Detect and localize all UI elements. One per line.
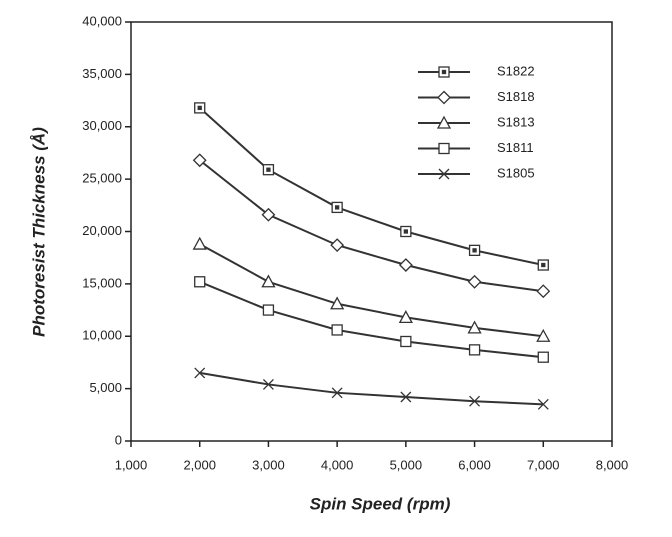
y-tick-label: 35,000	[82, 66, 122, 81]
legend-marker	[438, 66, 450, 78]
legend-label: S1818	[497, 89, 535, 104]
legend-marker	[436, 115, 452, 129]
series-line	[199, 107, 544, 266]
marker	[537, 259, 549, 271]
x-tick-label: 2,000	[183, 457, 216, 472]
marker	[467, 274, 482, 289]
series-line	[199, 243, 544, 338]
series-line	[199, 280, 544, 359]
legend-marker	[438, 142, 450, 155]
marker	[262, 378, 274, 390]
series-line	[199, 371, 544, 406]
marker	[468, 344, 481, 356]
marker	[194, 276, 206, 288]
x-tick-label: 8,000	[596, 457, 629, 472]
marker	[194, 102, 206, 114]
legend-label: S1822	[497, 63, 535, 78]
marker	[467, 320, 482, 334]
marker	[400, 391, 412, 403]
x-tick-label: 4,000	[321, 457, 354, 472]
legend-marker	[438, 168, 450, 180]
marker	[194, 367, 206, 379]
x-tick-label: 5,000	[390, 457, 423, 472]
marker	[398, 258, 413, 272]
marker	[262, 164, 275, 176]
y-tick-label: 0	[115, 432, 122, 447]
marker	[331, 324, 343, 336]
y-tick-label: 40,000	[82, 13, 122, 28]
marker	[192, 153, 207, 168]
legend-marker	[437, 90, 451, 105]
marker	[400, 335, 412, 348]
marker	[330, 296, 345, 310]
plot-frame	[130, 21, 613, 442]
series-line	[199, 159, 544, 293]
x-tick-label: 3,000	[252, 457, 285, 472]
marker	[331, 387, 343, 399]
x-tick-label: 1,000	[115, 457, 148, 472]
y-axis-label: Photoresist Thickness (Å)	[29, 127, 48, 337]
marker	[330, 238, 345, 253]
y-tick-label: 25,000	[82, 171, 122, 186]
marker	[468, 244, 481, 257]
marker	[537, 351, 549, 363]
x-tick-label: 7,000	[527, 457, 560, 472]
y-tick-label: 15,000	[82, 275, 122, 290]
legend-label: S1813	[497, 114, 535, 129]
marker	[398, 310, 413, 324]
marker	[262, 304, 275, 316]
marker	[261, 274, 276, 288]
x-tick-label: 6,000	[458, 457, 491, 472]
y-tick-label: 30,000	[82, 118, 122, 133]
x-axis-label: Spin Speed (rpm)	[310, 494, 451, 513]
y-tick-label: 10,000	[82, 328, 122, 343]
marker	[537, 398, 549, 410]
marker	[400, 225, 412, 238]
y-tick-label: 5,000	[89, 380, 122, 395]
marker	[192, 236, 207, 250]
marker	[536, 284, 551, 299]
legend-label: S1811	[497, 140, 534, 155]
marker	[331, 201, 343, 214]
legend-label: S1805	[497, 165, 535, 180]
marker	[469, 395, 481, 407]
y-tick-label: 20,000	[82, 223, 122, 238]
marker	[536, 328, 551, 342]
marker	[261, 207, 276, 222]
